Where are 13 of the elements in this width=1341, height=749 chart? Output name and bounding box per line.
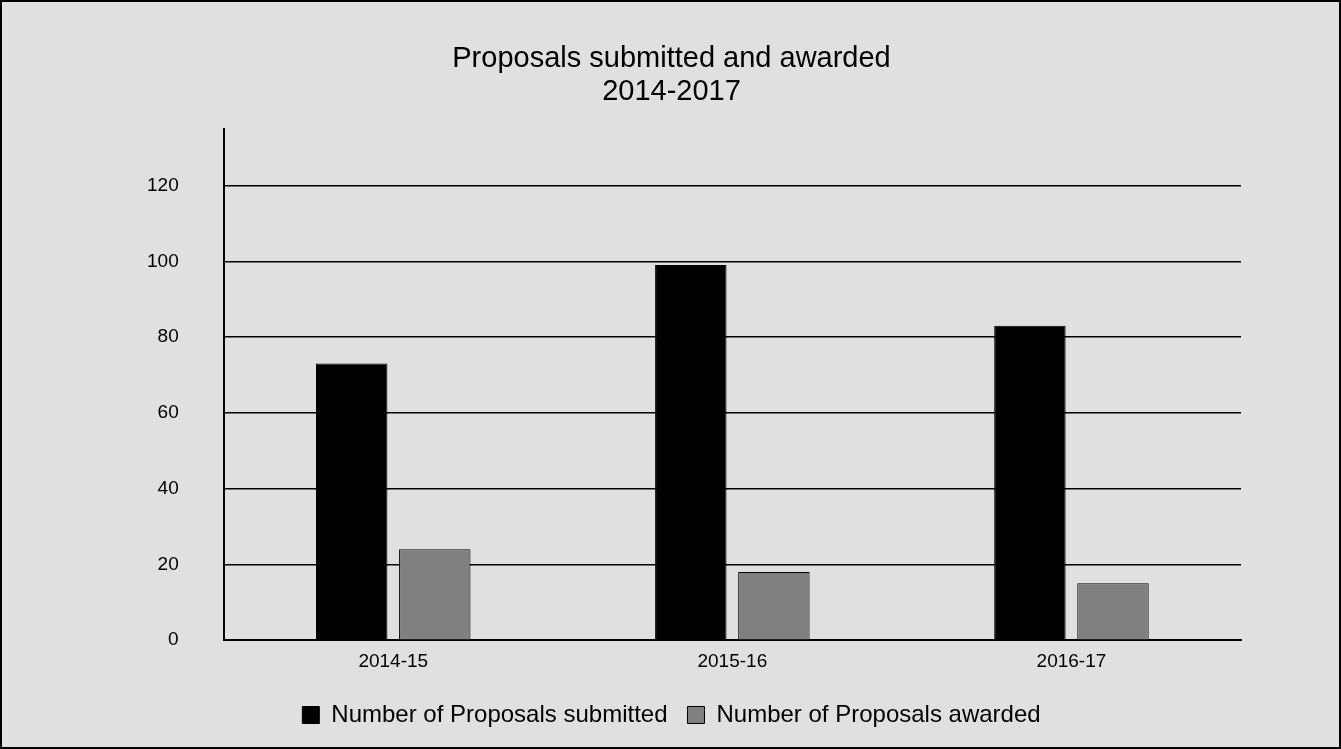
y-tick-label: 40 bbox=[157, 476, 179, 498]
chart-title: Proposals submitted and awarded 2014-2017 bbox=[452, 40, 891, 107]
y-tick-label: 20 bbox=[157, 552, 179, 574]
x-tick-label: 2015-16 bbox=[697, 649, 768, 671]
legend-label: Number of Proposals awarded bbox=[716, 699, 1041, 727]
x-tick-label: 2016-17 bbox=[1036, 649, 1107, 671]
y-tick-label: 100 bbox=[147, 249, 179, 271]
y-tick-label: 60 bbox=[157, 401, 179, 423]
y-tick-label: 0 bbox=[168, 628, 179, 650]
y-tick-label: 120 bbox=[147, 173, 179, 195]
legend-label: Number of Proposals submitted bbox=[331, 699, 668, 727]
x-tick-label: 2014-15 bbox=[358, 649, 429, 671]
y-tick-label: 80 bbox=[157, 325, 179, 347]
